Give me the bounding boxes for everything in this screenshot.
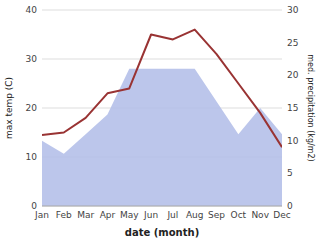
chart-container: 010203040051015202530JanFebMarAprMayJunJ… xyxy=(0,0,318,247)
grid-line xyxy=(42,206,282,207)
y2-tick-label: 10 xyxy=(287,136,299,146)
y2-axis-label: med. precipitation (kg/m2) xyxy=(306,54,315,161)
y2-tick-label: 15 xyxy=(287,103,298,113)
x-tick-label: May xyxy=(120,210,139,220)
y-axis-label: max temp (C) xyxy=(4,77,14,139)
x-tick-label: Jan xyxy=(34,210,49,220)
x-tick-label: Jun xyxy=(143,210,158,220)
y2-tick-label: 5 xyxy=(287,168,293,178)
y2-tick-label: 20 xyxy=(287,70,299,80)
y2-tick-label: 30 xyxy=(287,5,299,15)
marks xyxy=(42,30,282,206)
x-tick-label: Nov xyxy=(251,210,269,220)
x-tick-label: Apr xyxy=(100,210,116,220)
temp-line xyxy=(42,30,282,148)
x-tick-label: Aug xyxy=(186,210,204,220)
x-axis-line xyxy=(42,206,282,207)
y-tick-label: 30 xyxy=(26,54,38,64)
y-tick-label: 20 xyxy=(26,103,38,113)
precip-area xyxy=(42,69,282,206)
grid-line xyxy=(42,59,282,60)
x-axis-label: date (month) xyxy=(125,227,199,238)
x-tick-label: Oct xyxy=(231,210,247,220)
x-tick-label: Dec xyxy=(273,210,290,220)
y-tick-label: 10 xyxy=(26,152,38,162)
x-tick-label: Mar xyxy=(77,210,94,220)
chart: 010203040051015202530JanFebMarAprMayJunJ… xyxy=(0,0,318,247)
x-tick-label: Feb xyxy=(56,210,72,220)
y2-tick-label: 25 xyxy=(287,38,298,48)
x-tick-label: Jul xyxy=(166,210,178,220)
x-tick-label: Sep xyxy=(208,210,225,220)
grid-line xyxy=(42,10,282,11)
y-tick-label: 40 xyxy=(26,5,38,15)
